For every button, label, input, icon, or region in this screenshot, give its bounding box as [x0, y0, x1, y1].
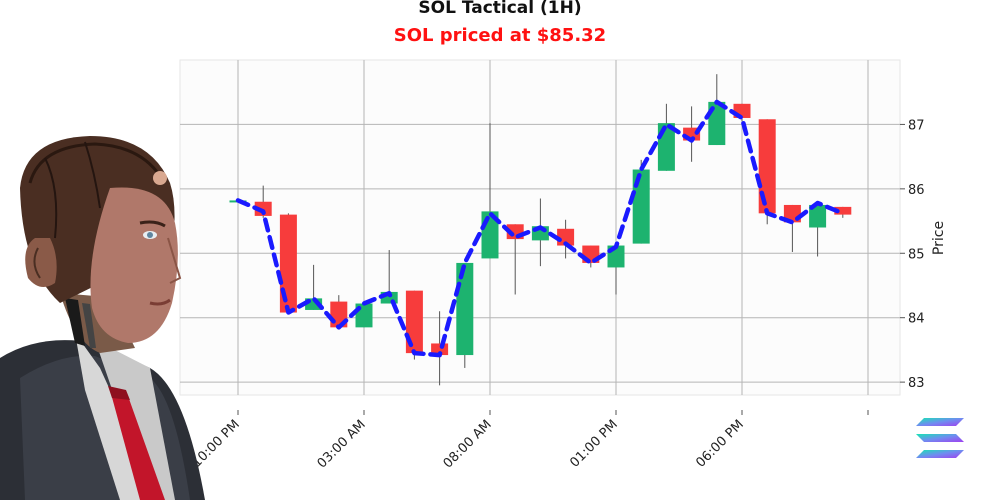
candle-body — [305, 298, 323, 310]
y-axis-label: Price — [931, 221, 947, 255]
x-tick-label: 06:00 PM — [693, 417, 746, 470]
candle-body — [380, 291, 398, 304]
candle-body — [708, 101, 726, 146]
y-tick-label: 84 — [908, 312, 925, 327]
x-tick-label: 03:00 AM — [315, 417, 369, 471]
chart-title: SOL Tactical (1H) — [418, 0, 582, 18]
y-tick-label: 85 — [908, 247, 925, 262]
x-tick-label: 01:00 PM — [567, 417, 620, 470]
chart-subtitle: SOL priced at $85.32 — [393, 25, 607, 46]
candle-body — [809, 204, 827, 228]
candle-body — [632, 169, 650, 244]
solana-logo-icon — [916, 418, 964, 458]
candle-body — [758, 119, 776, 214]
candle-body — [834, 206, 852, 215]
x-tick-label: 08:00 AM — [441, 417, 495, 471]
candle-body — [431, 343, 449, 356]
robot-avatar-illustration — [0, 136, 205, 500]
y-tick-label: 87 — [908, 118, 925, 133]
y-tick-label: 86 — [908, 183, 925, 198]
candle-body — [254, 201, 272, 216]
candle-body — [557, 228, 575, 246]
trend-line — [235, 99, 846, 358]
trend-line-layer — [235, 99, 846, 358]
y-tick-label: 83 — [908, 376, 925, 391]
